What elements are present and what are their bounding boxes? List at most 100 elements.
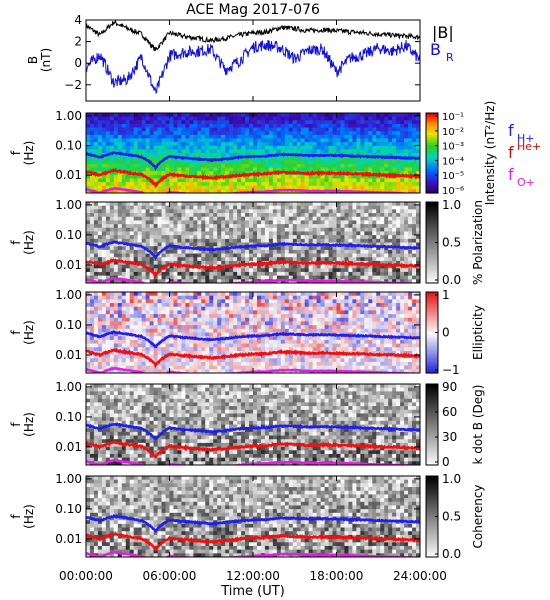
- spectrogram-cell: [360, 127, 365, 132]
- spectrogram-cell: [157, 328, 163, 334]
- spectrogram-cell: [129, 268, 135, 273]
- spectrogram-cell: [225, 358, 230, 363]
- spectrogram-cell: [344, 138, 350, 143]
- spectrogram-cell: [352, 227, 357, 233]
- spectrogram-cell: [181, 116, 187, 121]
- spectrogram-cell: [185, 182, 190, 187]
- spectrogram-cell: [404, 224, 409, 229]
- spectrogram-cell: [177, 224, 183, 229]
- spectrogram-cell: [268, 314, 274, 319]
- spectrogram-cell: [217, 142, 222, 147]
- spectrogram-cell: [332, 127, 338, 132]
- spectrogram-cell: [145, 369, 151, 373]
- spectrogram-cell: [225, 369, 230, 373]
- spectrogram-cell: [272, 116, 278, 121]
- spectrogram-cell: [145, 339, 151, 345]
- spectrogram-cell: [328, 160, 334, 165]
- spectrogram-cell: [165, 350, 171, 356]
- spectrogram-cell: [97, 303, 103, 308]
- spectrogram-cell: [376, 220, 381, 225]
- spectrogram-cell: [89, 303, 95, 308]
- colorbar-segment: [426, 169, 438, 172]
- spectrogram-cell: [213, 138, 218, 143]
- spectrogram-cell: [109, 220, 115, 225]
- spectrogram-cell: [328, 213, 334, 218]
- spectrogram-cell: [225, 216, 230, 222]
- spectrogram-cell: [225, 131, 230, 136]
- spectrogram-cell: [181, 299, 187, 304]
- spectrogram-cell: [249, 235, 254, 240]
- spectrogram-cell: [256, 216, 262, 222]
- spectrogram-cell: [328, 227, 334, 233]
- spectrogram-cell: [86, 113, 91, 118]
- spectrogram-cell: [392, 257, 397, 262]
- spectrogram-cell: [332, 131, 338, 136]
- spectrogram-cell: [316, 116, 322, 121]
- spectrogram-cell: [181, 275, 187, 280]
- spectrogram-cell: [241, 354, 246, 359]
- spectrogram-cell: [89, 123, 95, 129]
- spectrogram-cell: [320, 127, 326, 132]
- spectrogram-cell: [360, 220, 365, 225]
- spectrogram-cell: [141, 216, 147, 222]
- spectrogram-cell: [133, 249, 139, 255]
- spectrogram-cell: [280, 134, 286, 140]
- spectrogram-cell: [260, 220, 266, 225]
- spectrogram-cell: [404, 253, 409, 258]
- spectrogram-cell: [113, 220, 119, 225]
- spectrogram-cell: [185, 185, 190, 190]
- spectrogram-cell: [117, 113, 123, 118]
- spectrogram-cell: [137, 354, 143, 359]
- spectrogram-cell: [221, 292, 226, 297]
- spectrogram-cell: [352, 163, 357, 169]
- spectrogram-cell: [169, 123, 175, 129]
- spectrogram-cell: [125, 325, 131, 330]
- spectrogram-cell: [264, 178, 270, 183]
- spectrogram-cell: [86, 321, 91, 326]
- spectrogram-cell: [137, 163, 143, 169]
- spectrogram-cell: [241, 361, 246, 367]
- spectrogram-cell: [245, 268, 250, 273]
- spectrogram-cell: [185, 235, 190, 240]
- spectrogram-cell: [149, 354, 155, 359]
- spectrogram-cell: [201, 116, 206, 121]
- spectrogram-cell: [392, 134, 397, 140]
- spectrogram-cell: [109, 142, 115, 147]
- spectrogram-cell: [296, 185, 302, 190]
- spectrogram-cell: [229, 350, 234, 356]
- spectrogram-cell: [241, 343, 246, 348]
- spectrogram-cell: [137, 167, 143, 172]
- spectrogram-cell: [213, 358, 218, 363]
- spectrogram-cell: [173, 131, 179, 136]
- spectrogram-cell: [193, 116, 198, 121]
- spectrogram-cell: [400, 271, 405, 277]
- spectrogram-cell: [348, 178, 354, 183]
- spectrogram-cell: [149, 271, 155, 277]
- spectrogram-cell: [364, 156, 369, 161]
- spectrogram-cell: [245, 310, 250, 315]
- spectrogram-cell: [253, 306, 258, 312]
- spectrogram-cell: [284, 325, 290, 330]
- spectrogram-cell: [229, 224, 234, 229]
- spectrogram-cell: [213, 332, 218, 337]
- spectrogram-cell: [304, 224, 310, 229]
- spectrogram-cell: [237, 178, 242, 183]
- spectrogram-cell: [233, 369, 238, 373]
- spectrogram-cell: [185, 127, 190, 132]
- spectrogram-cell: [105, 321, 111, 326]
- spectrogram-cell: [93, 317, 99, 323]
- spectrogram-cell: [400, 185, 405, 190]
- spectrogram-cell: [280, 167, 286, 172]
- spectrogram-cell: [109, 156, 115, 161]
- spectrogram-cell: [368, 182, 373, 187]
- spectrogram-cell: [272, 365, 278, 370]
- spectrogram-cell: [340, 149, 346, 154]
- spectrogram-cell: [324, 163, 330, 169]
- spectrogram-cell: [133, 174, 139, 180]
- spectrogram-cell: [181, 127, 187, 132]
- spectrogram-cell: [372, 138, 377, 143]
- spectrogram-cell: [332, 253, 338, 258]
- spectrogram-cell: [332, 138, 338, 143]
- spectrogram-cell: [217, 303, 222, 308]
- spectrogram-cell: [173, 325, 179, 330]
